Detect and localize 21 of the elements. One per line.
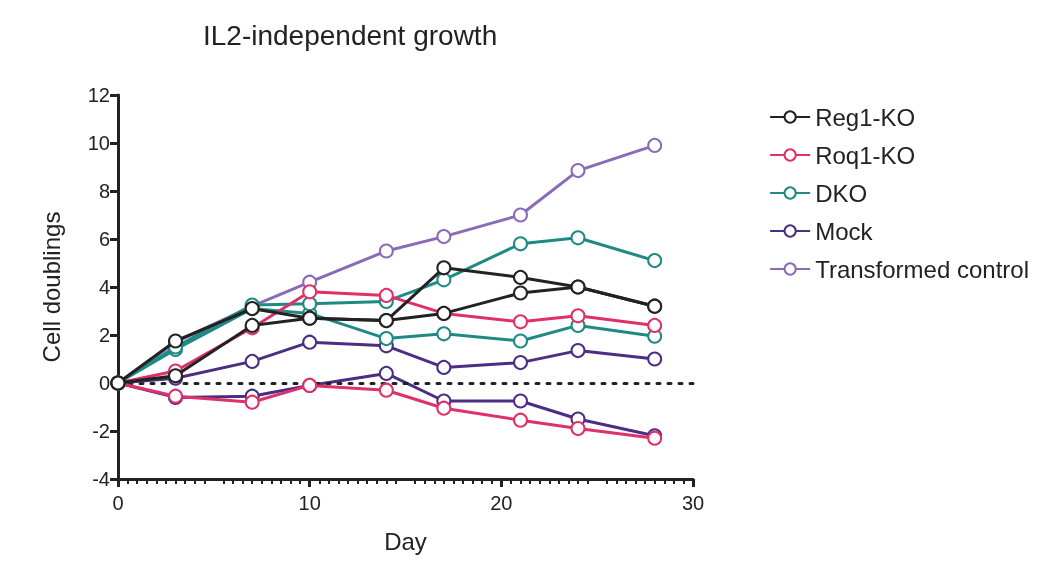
y-tick-label: 6 <box>98 228 110 250</box>
y-tick-label: 8 <box>98 180 110 202</box>
x-tick-label: 30 <box>681 492 705 514</box>
x-tick-label: 10 <box>298 492 321 514</box>
legend-label: DKO <box>815 179 868 207</box>
legend-label: Reg1-KO <box>815 103 916 131</box>
chart-title: IL2-independent growth <box>203 19 498 51</box>
legend-label: Mock <box>815 217 874 245</box>
x-tick-label: 0 <box>112 492 124 514</box>
y-tick-label: -4 <box>92 468 110 490</box>
y-tick-label: 10 <box>87 132 110 154</box>
y-axis-title: Cell doublings <box>37 211 65 363</box>
x-axis-title: Day <box>384 527 427 555</box>
y-tick-label: 4 <box>98 276 110 298</box>
x-tick-label: 20 <box>490 492 513 514</box>
y-tick-label: 0 <box>98 372 110 394</box>
y-tick-label: -2 <box>92 420 110 442</box>
legend-label: Roq1-KO <box>815 141 916 169</box>
y-tick-label: 12 <box>87 84 110 106</box>
legend-label: Transformed control <box>815 255 1029 283</box>
y-tick-label: 2 <box>98 324 110 346</box>
